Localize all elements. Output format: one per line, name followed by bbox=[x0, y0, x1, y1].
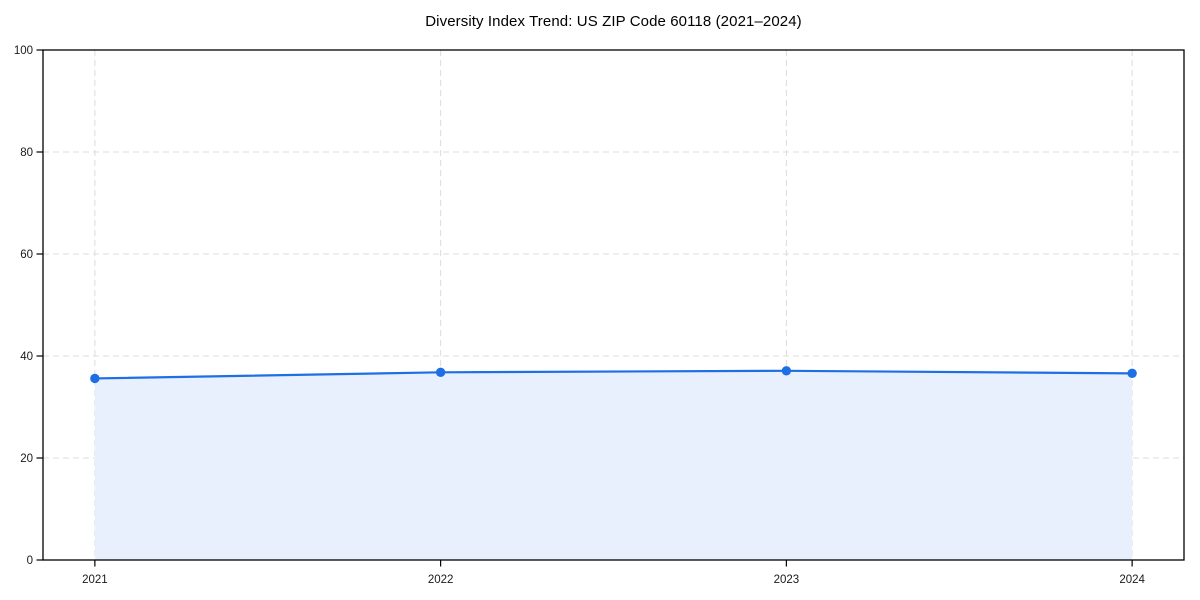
data-point-2021 bbox=[90, 373, 100, 384]
x-tick-label-2023: 2023 bbox=[774, 574, 800, 586]
y-tick-label-100: 100 bbox=[14, 45, 33, 57]
y-tick-label-0: 0 bbox=[27, 555, 33, 567]
y-tick-label-40: 40 bbox=[20, 351, 33, 363]
x-tick-label-2024: 2024 bbox=[1119, 574, 1145, 586]
y-tick-label-80: 80 bbox=[20, 147, 33, 159]
y-tick-label-20: 20 bbox=[20, 453, 33, 465]
plot-frame bbox=[42, 49, 1185, 561]
y-tick-label-60: 60 bbox=[20, 249, 33, 261]
series-area-fill bbox=[94, 370, 1133, 560]
x-tick-label-2022: 2022 bbox=[428, 574, 454, 586]
data-point-2023 bbox=[781, 366, 792, 376]
series-line bbox=[93, 369, 1134, 380]
chart-title: Diversity Index Trend: US ZIP Code 60118… bbox=[425, 13, 802, 30]
data-point-2024 bbox=[1127, 368, 1137, 379]
data-point-2022 bbox=[435, 367, 446, 378]
x-tick-label-2021: 2021 bbox=[82, 574, 108, 586]
